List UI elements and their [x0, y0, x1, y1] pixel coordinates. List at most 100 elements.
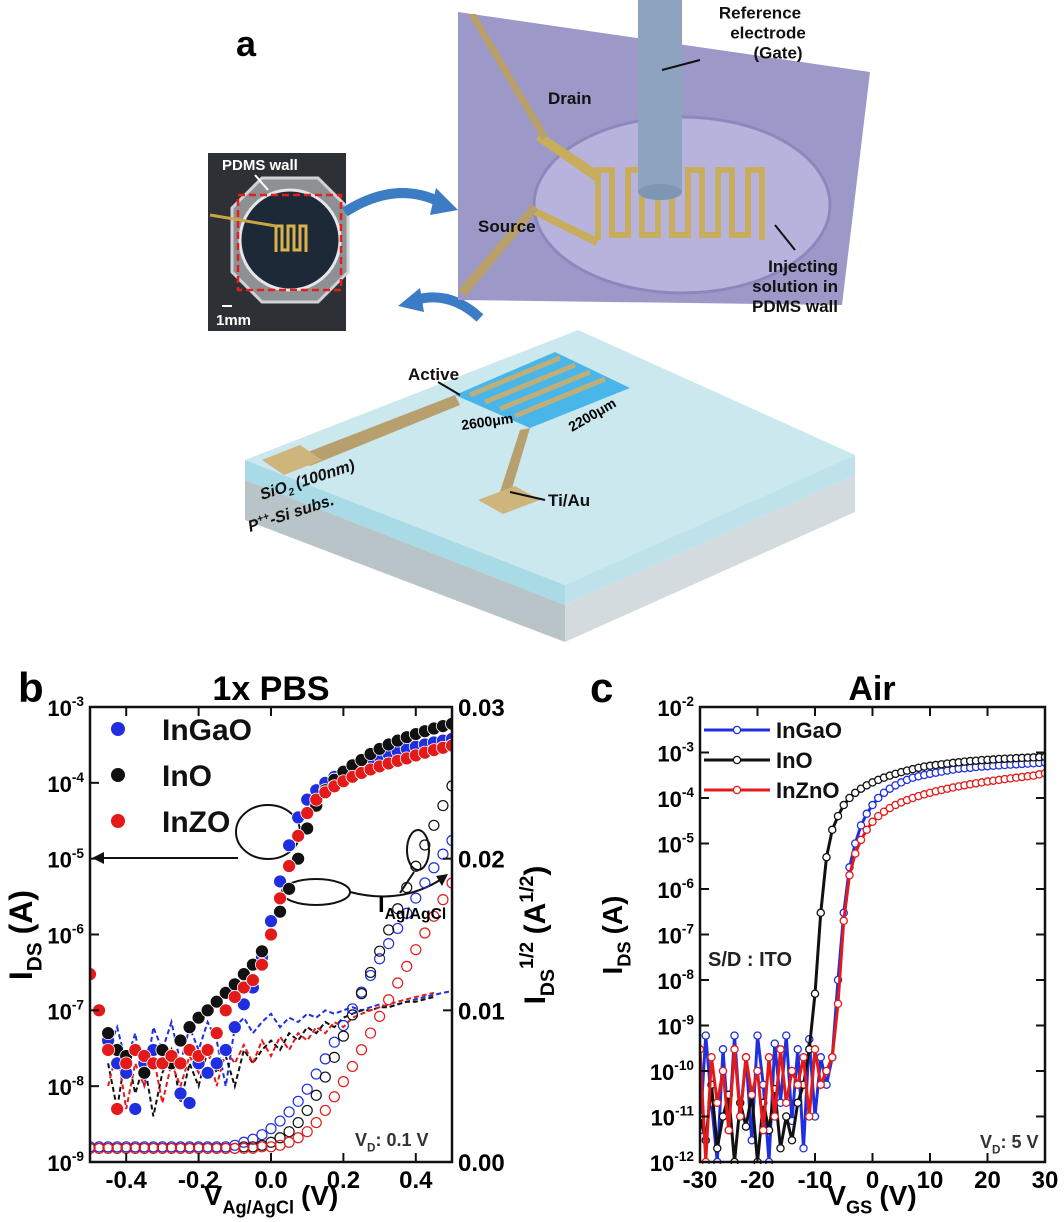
- x-tick-label: -0.2: [178, 1167, 219, 1194]
- marker: [851, 849, 860, 858]
- sqrt-marker: [301, 1126, 313, 1138]
- marker: [255, 957, 269, 972]
- label: Injecting: [768, 257, 838, 276]
- marker: [770, 1112, 780, 1121]
- y-tick-label-base: 10: [657, 924, 681, 949]
- y-tick-label-exp: -3: [682, 740, 695, 755]
- photo: [208, 153, 350, 331]
- sqrt-marker: [355, 988, 368, 1000]
- marker: [101, 1026, 115, 1041]
- marker: [810, 1045, 820, 1054]
- annotation: VD: 0.1 V: [355, 1130, 429, 1154]
- sqrt-marker: [428, 910, 440, 922]
- source-pad: [478, 486, 540, 514]
- marker: [227, 1020, 242, 1035]
- drain-line: [300, 395, 460, 466]
- y-tick-label: 10-5: [657, 831, 694, 858]
- sqrt-marker: [419, 927, 431, 939]
- sqrt-marker: [211, 1142, 223, 1154]
- marker: [718, 1112, 728, 1121]
- legend-marker: [732, 785, 742, 795]
- oxide-side: [245, 460, 565, 605]
- sqrt-marker: [283, 1106, 295, 1118]
- sqrt-marker: [274, 1115, 286, 1127]
- y-tick-label-base: 10: [657, 787, 681, 812]
- y-tick-label-exp: -2: [682, 694, 695, 709]
- sqrt-marker: [401, 960, 413, 972]
- x-tick-label: -0.4: [106, 1167, 148, 1194]
- marker: [282, 881, 297, 896]
- y2-axis-label-part: ): [519, 866, 552, 876]
- y-tick-label-exp: -10: [674, 1058, 694, 1073]
- marker: [833, 811, 843, 821]
- marker: [793, 1080, 803, 1089]
- label: (Gate): [753, 43, 802, 62]
- sqrt-marker: [319, 1053, 331, 1065]
- panel-label: c: [590, 664, 613, 711]
- y2-axis-label-part: 1/2: [516, 942, 538, 969]
- sqrt-marker: [102, 1142, 114, 1154]
- marker: [200, 1043, 215, 1057]
- y2-axis-label-part: 1/2: [516, 875, 538, 902]
- sqrt-marker: [310, 1089, 322, 1101]
- sqrt-marker: [256, 1141, 268, 1153]
- legend-marker: [111, 814, 125, 828]
- label: PDMS wall: [222, 157, 298, 174]
- sqrt-marker: [202, 1142, 214, 1154]
- y-tick-label-exp: -7: [72, 997, 84, 1012]
- marker: [110, 1102, 125, 1116]
- panel-label: b: [18, 664, 44, 711]
- arrowhead: [436, 874, 448, 886]
- marker: [200, 1003, 215, 1018]
- marker: [236, 980, 251, 995]
- sqrt-marker: [401, 907, 413, 919]
- sqrt-marker: [229, 1142, 241, 1154]
- marker: [236, 997, 251, 1012]
- x-axis-label: VAg/AgCl (V): [204, 1180, 339, 1217]
- y-axis-label: IDS (A): [597, 896, 634, 975]
- plot-frame: [88, 705, 454, 1164]
- y2-axis-label-part: I: [519, 996, 552, 1004]
- sqrt-marker: [147, 1142, 159, 1154]
- y-axis-label-part: DS: [24, 942, 47, 971]
- y-tick-label-exp: -6: [72, 922, 85, 937]
- sqrt-marker: [111, 1142, 123, 1154]
- panel-label: a: [236, 23, 257, 64]
- marker: [782, 1112, 791, 1121]
- marker: [718, 1066, 728, 1076]
- y-tick-label-exp: -4: [72, 770, 85, 785]
- sqrt-marker: [328, 1091, 340, 1103]
- sqrt-marker: [437, 848, 449, 860]
- marker: [868, 800, 877, 810]
- marker: [173, 1056, 188, 1071]
- sqrt-marker: [247, 1133, 259, 1145]
- annotation-part: V: [355, 1130, 367, 1150]
- label: PDMS wall: [752, 297, 838, 316]
- top-face: [245, 330, 855, 585]
- sqrt-marker: [410, 944, 422, 956]
- well: [238, 188, 342, 292]
- annotation: IAg/AgCl: [378, 891, 446, 923]
- y-tick-label: 10-8: [657, 967, 694, 994]
- x-axis-label-part: V: [204, 1180, 223, 1211]
- label: Drain: [548, 89, 591, 108]
- y-tick-label: 10-11: [651, 1104, 695, 1131]
- marker: [770, 1039, 780, 1048]
- annotation-part: V: [980, 1132, 992, 1152]
- marker: [273, 904, 287, 919]
- pointer: [661, 59, 701, 71]
- marker: [218, 1003, 233, 1018]
- x-axis-label-part: GS: [846, 1197, 872, 1217]
- y-tick-label-base: 10: [650, 1060, 674, 1085]
- y-tick-label-exp: -8: [682, 967, 695, 982]
- source-trace: [528, 205, 598, 246]
- marker: [291, 828, 306, 843]
- x-tick-label: 0: [866, 1167, 879, 1194]
- marker: [173, 1086, 188, 1101]
- sqrt-marker: [265, 1141, 277, 1153]
- marker: [137, 1065, 152, 1080]
- y-tick-label-base: 10: [657, 833, 681, 858]
- leakage-line: [107, 989, 452, 1087]
- marker: [282, 859, 297, 873]
- label: Active: [408, 365, 459, 384]
